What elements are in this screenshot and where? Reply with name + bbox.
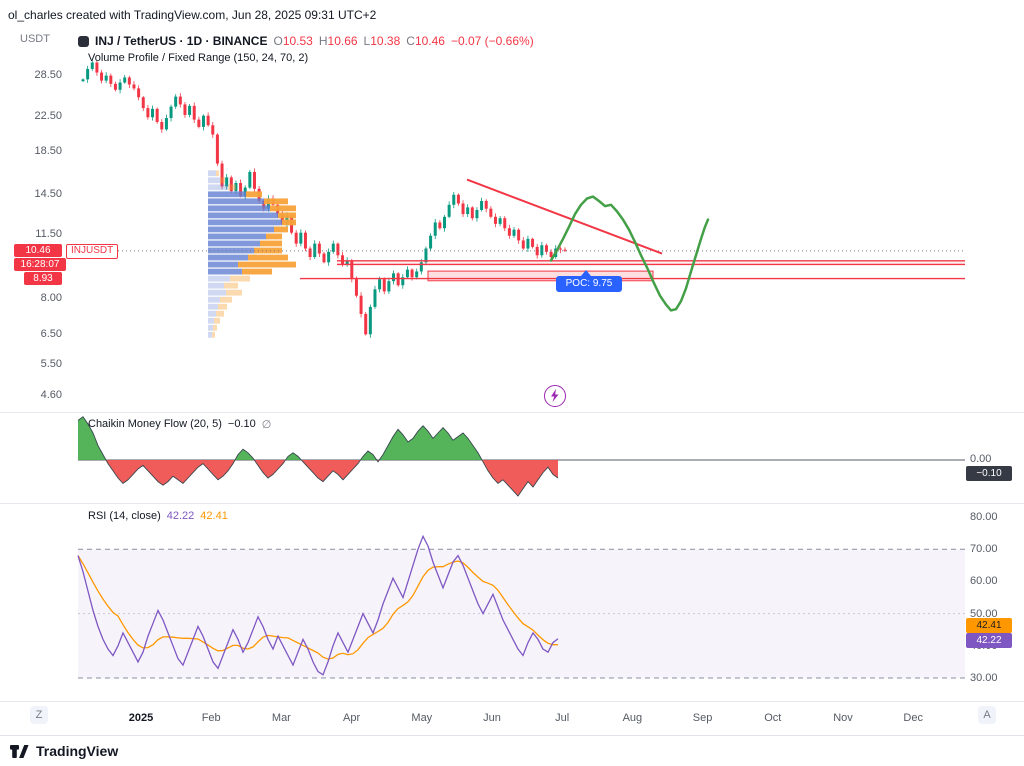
- currency-label: USDT: [20, 33, 50, 45]
- cmf-ghost-icon: ∅: [261, 419, 272, 431]
- price-tick-label: 4.60: [40, 388, 62, 401]
- month-label: Sep: [692, 712, 713, 724]
- cmf-value-badge: −0.10: [966, 466, 1012, 481]
- price-tick-label: 28.50: [34, 69, 62, 81]
- rsi-legend[interactable]: RSI (14, close) 42.22 42.41: [88, 510, 228, 522]
- rsi-tick-label: 50.00: [970, 607, 998, 620]
- tradingview-logo-link[interactable]: TradingView: [10, 742, 118, 760]
- price-tick-label: 18.50: [34, 144, 62, 157]
- month-label: Jul: [555, 712, 570, 724]
- high-label: H: [318, 34, 328, 48]
- cmf-zero-label: 0.00: [970, 453, 992, 465]
- rsi-tick-label: 60.00: [970, 575, 998, 588]
- price-tick-label: 6.50: [40, 328, 62, 341]
- chart-legend[interactable]: INJ / TetherUS · 1D · BINANCE O10.53 H10…: [78, 34, 534, 48]
- month-label: Jun: [483, 712, 501, 724]
- month-label: 2025: [128, 712, 154, 724]
- rsi-main-value: 42.22: [166, 510, 195, 522]
- price-tick-label: 5.50: [40, 357, 62, 370]
- rsi-ma-badge: 42.41: [966, 618, 1012, 633]
- low-label: L: [363, 34, 371, 48]
- countdown-badge: 16:28:07: [14, 258, 66, 271]
- cmf-value: −0.10: [227, 418, 256, 430]
- month-label: Dec: [903, 712, 923, 724]
- price-tick-label: 14.50: [34, 187, 62, 200]
- symbol-flag-badge: INJUSDT: [66, 244, 119, 259]
- close-label: C: [406, 34, 415, 48]
- symbol-icon: [78, 35, 89, 47]
- rsi-title-text: RSI (14, close): [88, 510, 161, 522]
- footer-bar: TradingView: [0, 735, 1024, 766]
- month-label: Mar: [271, 712, 291, 724]
- symbol-title[interactable]: INJ / TetherUS · 1D · BINANCE: [95, 34, 268, 48]
- poc-badge: POC: 9.75: [556, 276, 622, 292]
- price-tick-label: 11.50: [35, 228, 62, 241]
- month-label: Apr: [343, 712, 361, 724]
- price-tick-label: 8.00: [40, 291, 62, 304]
- rsi-tick-label: 70.00: [970, 543, 998, 556]
- rsi-ma-value: 42.41: [200, 510, 228, 522]
- month-label: Aug: [622, 712, 643, 724]
- high-value: 10.66: [327, 34, 358, 48]
- close-value: 10.46: [414, 34, 445, 48]
- low-value: 10.38: [370, 34, 401, 48]
- cmf-legend[interactable]: Chaikin Money Flow (20, 5) −0.10 ∅: [88, 418, 271, 431]
- month-label: Feb: [201, 712, 221, 724]
- timezone-button[interactable]: Z: [30, 706, 48, 724]
- tradingview-logo: [10, 745, 29, 758]
- lightning-icon: [551, 389, 559, 402]
- change-value: −0.07 (−0.66%): [450, 34, 534, 48]
- level-price-badge: 8.93: [24, 272, 62, 285]
- price-tick-label: 22.50: [34, 110, 62, 123]
- quick-trade-button[interactable]: [544, 385, 566, 407]
- rsi-tick-label: 80.00: [970, 511, 998, 523]
- cmf-title-text: Chaikin Money Flow (20, 5): [88, 418, 222, 430]
- rsi-tick-label: 30.00: [970, 672, 998, 684]
- month-label: Oct: [764, 712, 782, 724]
- attribution-text: ol_charles created with TradingView.com,…: [8, 8, 377, 22]
- month-label: Nov: [833, 712, 853, 724]
- rsi-main-badge: 42.22: [966, 633, 1012, 648]
- last-price-badge: 10.46: [14, 244, 62, 257]
- open-label: O: [273, 34, 283, 48]
- month-label: May: [411, 712, 433, 724]
- open-value: 10.53: [282, 34, 313, 48]
- brand-text: TradingView: [36, 743, 119, 759]
- auto-scale-button[interactable]: A: [978, 706, 996, 724]
- indicator-legend[interactable]: Volume Profile / Fixed Range (150, 24, 7…: [88, 52, 309, 64]
